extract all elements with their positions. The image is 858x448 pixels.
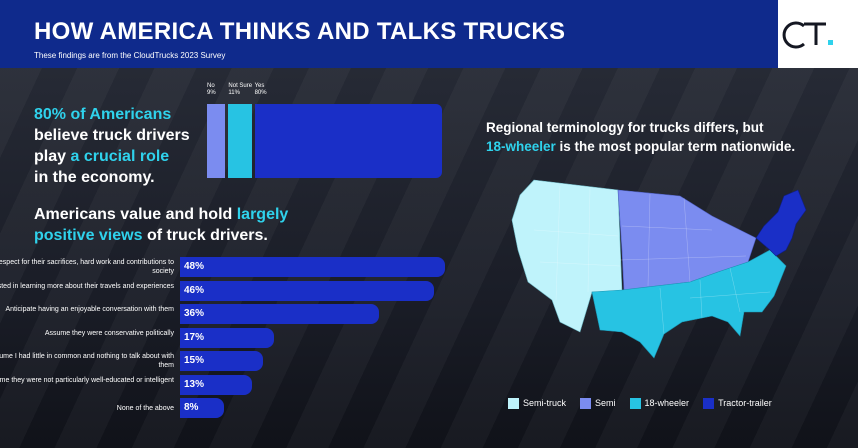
state-borders xyxy=(533,185,771,335)
cloudtrucks-logo-icon xyxy=(782,21,833,49)
headline-text: in the economy. xyxy=(34,169,155,186)
stack-segment-not-sure xyxy=(228,104,252,178)
stack-segment-yes xyxy=(254,104,442,178)
map-legend: Semi-truck Semi 18-wheeler Tractor-trail… xyxy=(508,396,772,410)
header-banner: HOW AMERICA THINKS AND TALKS TRUCKS Thes… xyxy=(0,0,778,68)
legend-label: 18-wheeler xyxy=(644,398,690,408)
headline-text: Regional terminology for trucks differs,… xyxy=(486,120,764,135)
legend-swatch xyxy=(629,397,641,409)
bar-value-label: 46% xyxy=(184,284,205,296)
bar-category-label: Anticipate having an enjoyable conversat… xyxy=(5,306,175,313)
stack-category: Not Sure xyxy=(228,83,253,89)
legend-label: Semi xyxy=(595,398,616,408)
page-subtitle: These findings are from the CloudTrucks … xyxy=(34,51,226,60)
bar-category-label: None of the above xyxy=(116,405,174,412)
bar-value-label: 48% xyxy=(184,261,205,272)
stack-label: Yes 80% xyxy=(255,83,267,97)
headline-highlight: largely xyxy=(236,206,289,223)
stack-label: Not Sure 11% xyxy=(228,83,252,97)
legend-swatch xyxy=(508,397,519,409)
stack-value: 9% xyxy=(207,90,216,96)
bar-value-label: 13% xyxy=(184,378,205,390)
headline-highlight: positive views xyxy=(34,227,143,244)
map-region-tractor-trailer xyxy=(755,189,807,257)
bar xyxy=(180,257,445,277)
page-title: HOW AMERICA THINKS AND TALKS TRUCKS xyxy=(34,18,566,45)
legend-label: Semi-truck xyxy=(523,398,567,408)
legend-swatch xyxy=(580,397,592,409)
legend-label: Tractor-trailer xyxy=(718,398,772,408)
headline-text: Americans value and hold xyxy=(34,206,237,223)
map-region-18-wheeler xyxy=(591,249,787,359)
bar-value-label: 8% xyxy=(184,402,199,413)
headline-highlight: a crucial role xyxy=(70,148,170,165)
bar xyxy=(180,374,252,395)
headline-terminology: Regional terminology for trucks differs,… xyxy=(486,118,816,156)
bar xyxy=(180,327,274,348)
headline-highlight: 18-wheeler xyxy=(486,139,556,154)
bar-category-label: Assume they were not particularly well-e… xyxy=(0,376,174,384)
legend-swatch xyxy=(703,397,715,409)
headline-text: of truck drivers. xyxy=(142,227,268,244)
bar-category-label: Respect for their sacrifices, hard work … xyxy=(0,259,174,275)
bar-value-label: 15% xyxy=(184,355,205,366)
bar-value-label: 17% xyxy=(184,331,205,343)
bar-category-label: Assume I had little in common and nothin… xyxy=(0,353,174,369)
stack-category: No xyxy=(207,83,215,89)
bar xyxy=(180,351,263,371)
headline-text: is the most popular term nationwide. xyxy=(555,139,796,154)
legend-item-semi: Semi xyxy=(580,397,616,409)
legend-item-semi-truck: Semi-truck xyxy=(508,397,567,409)
bar-value-label: 36% xyxy=(184,308,205,319)
bar xyxy=(180,398,225,418)
bar-category-label: Interested in learning more about their … xyxy=(0,282,174,290)
stack-label: No 9% xyxy=(207,83,216,97)
stack-category: Yes xyxy=(254,83,265,89)
headline-highlight: 80% of Americans xyxy=(34,106,172,123)
map-region-semi-truck xyxy=(511,179,623,333)
stack-segment-no xyxy=(207,104,226,178)
stack-value: 80% xyxy=(254,90,267,96)
headline-positive-views: Americans value and hold largely positiv… xyxy=(34,204,324,246)
legend-item-18-wheeler: 18-wheeler xyxy=(629,397,690,409)
bar xyxy=(180,280,434,301)
stack-value: 11% xyxy=(228,90,240,96)
legend-item-tractor-trailer: Tractor-trailer xyxy=(703,397,772,409)
headline-text: believe truck drivers xyxy=(34,127,190,144)
bar-category-label: Assume they were conservative politicall… xyxy=(44,329,174,337)
logo xyxy=(778,0,858,68)
bar xyxy=(180,304,379,324)
headline-crucial-role: 80% of Americans believe truck drivers p… xyxy=(34,104,214,188)
headline-text: play xyxy=(34,148,71,165)
